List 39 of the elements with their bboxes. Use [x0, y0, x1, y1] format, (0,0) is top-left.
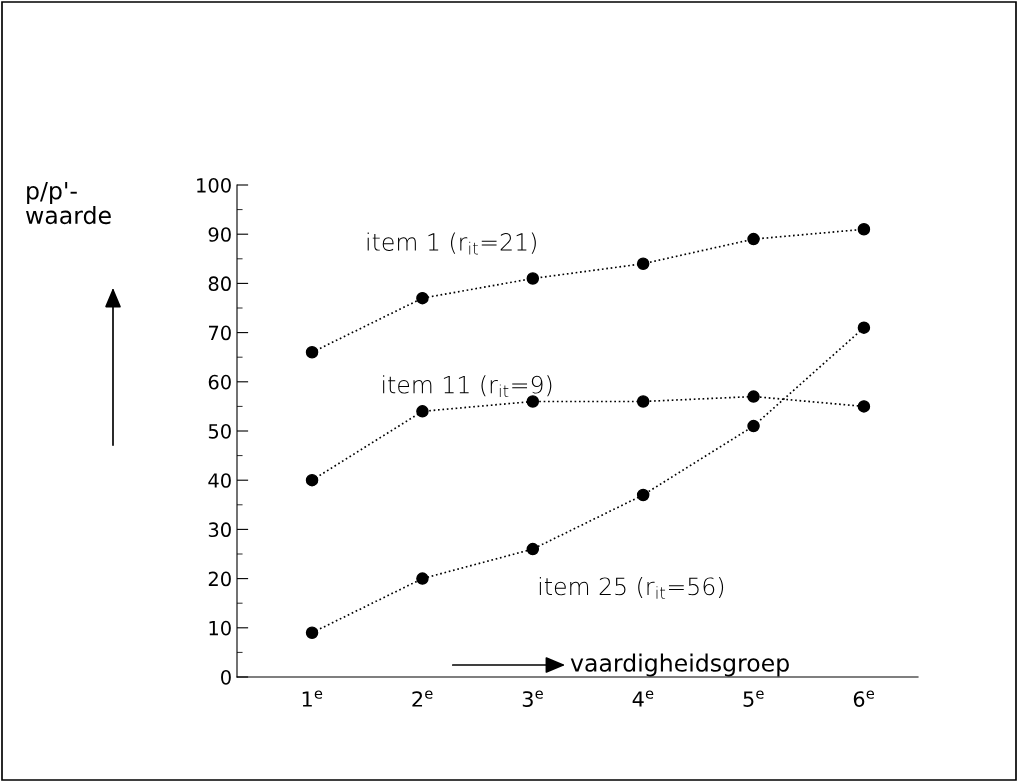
- point: [526, 272, 540, 285]
- y-tick-label: 40: [208, 473, 231, 488]
- point: [747, 419, 760, 433]
- point: [305, 346, 319, 359]
- point: [305, 626, 319, 639]
- y-tick-label: 50: [208, 423, 231, 439]
- y-tick-label: 30: [208, 522, 231, 538]
- point: [636, 488, 650, 502]
- x-tick-label: 1$^{e}$: [302, 690, 323, 707]
- y-axis-title: p/p'- waarde: [25, 181, 111, 225]
- y-tick-label: 100: [197, 177, 231, 193]
- point: [416, 405, 429, 418]
- point: [636, 395, 650, 408]
- y-tick-label: 70: [208, 325, 231, 341]
- x-tick-label: 5$^{e}$: [743, 690, 764, 707]
- y-tick-label: 10: [209, 620, 231, 636]
- point: [747, 232, 760, 246]
- x-tick-label: 4$^{e}$: [632, 690, 654, 707]
- y-tick-label: 60: [208, 374, 231, 390]
- x-tick-label: 6$^{e}$: [853, 690, 875, 707]
- series-label: item 11 (r$_{it}$=9): [383, 375, 552, 398]
- y-tick-label: 20: [208, 571, 231, 587]
- series-label: item 1 (r$_{it}$=21): [367, 232, 536, 255]
- point: [416, 572, 429, 585]
- point: [857, 223, 871, 236]
- point: [747, 390, 760, 403]
- x-axis-title: vaardigheidsgroep: [570, 653, 789, 677]
- point: [416, 291, 429, 305]
- y-tick-label: 80: [208, 276, 231, 292]
- x-tick-label: 2$^{e}$: [412, 690, 433, 707]
- point: [857, 400, 871, 413]
- x-tick-label: 3$^{e}$: [522, 690, 543, 707]
- y-tick-label: 90: [208, 227, 231, 242]
- point: [526, 542, 540, 556]
- point: [636, 257, 650, 270]
- point: [857, 321, 871, 334]
- series-label: item 25 (r$_{it}$=56): [539, 577, 724, 599]
- point: [305, 473, 319, 487]
- y-tick-label: 0: [221, 669, 231, 685]
